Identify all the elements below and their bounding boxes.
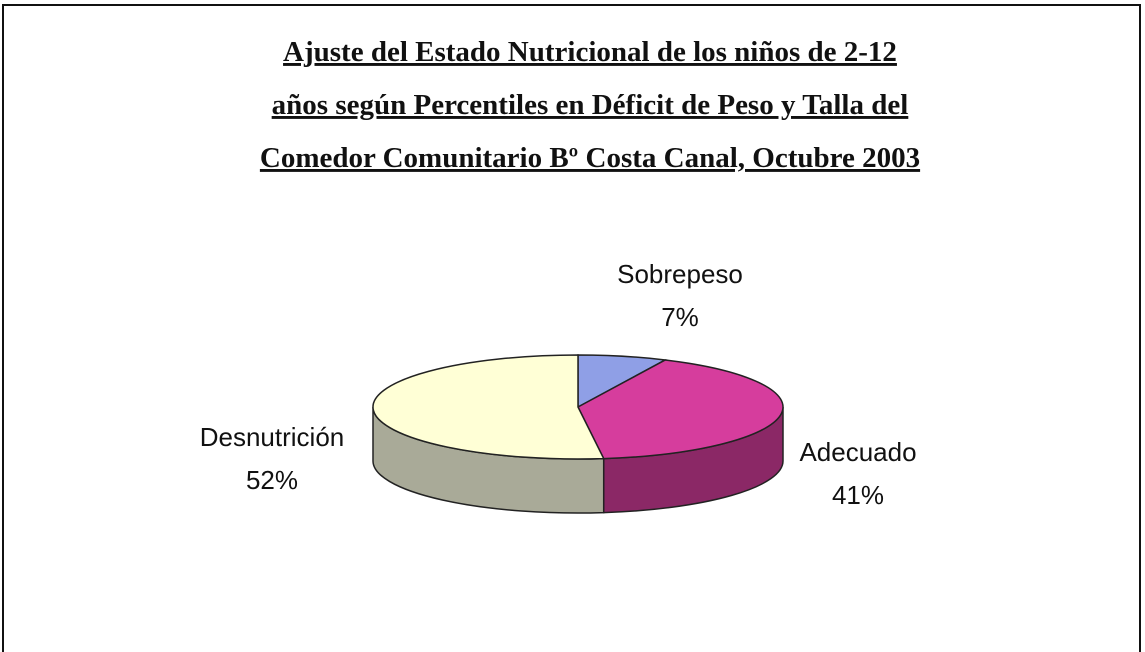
slice-label: Desnutrición xyxy=(200,422,345,452)
chart-title: Ajuste del Estado Nutricional de los niñ… xyxy=(283,36,897,68)
slice-label: Sobrepeso xyxy=(617,259,743,289)
slice-value-label: 41% xyxy=(832,480,884,510)
slice-label: Adecuado xyxy=(799,437,916,467)
pie-slice xyxy=(577,359,784,460)
slice-value-label: 7% xyxy=(661,302,699,332)
chart-title: Comedor Comunitario Bº Costa Canal, Octu… xyxy=(260,142,920,174)
slice-value-label: 52% xyxy=(246,465,298,495)
pie-slice xyxy=(372,354,605,460)
chart-frame xyxy=(2,4,1141,652)
chart-title: años según Percentiles en Déficit de Pes… xyxy=(272,89,909,121)
